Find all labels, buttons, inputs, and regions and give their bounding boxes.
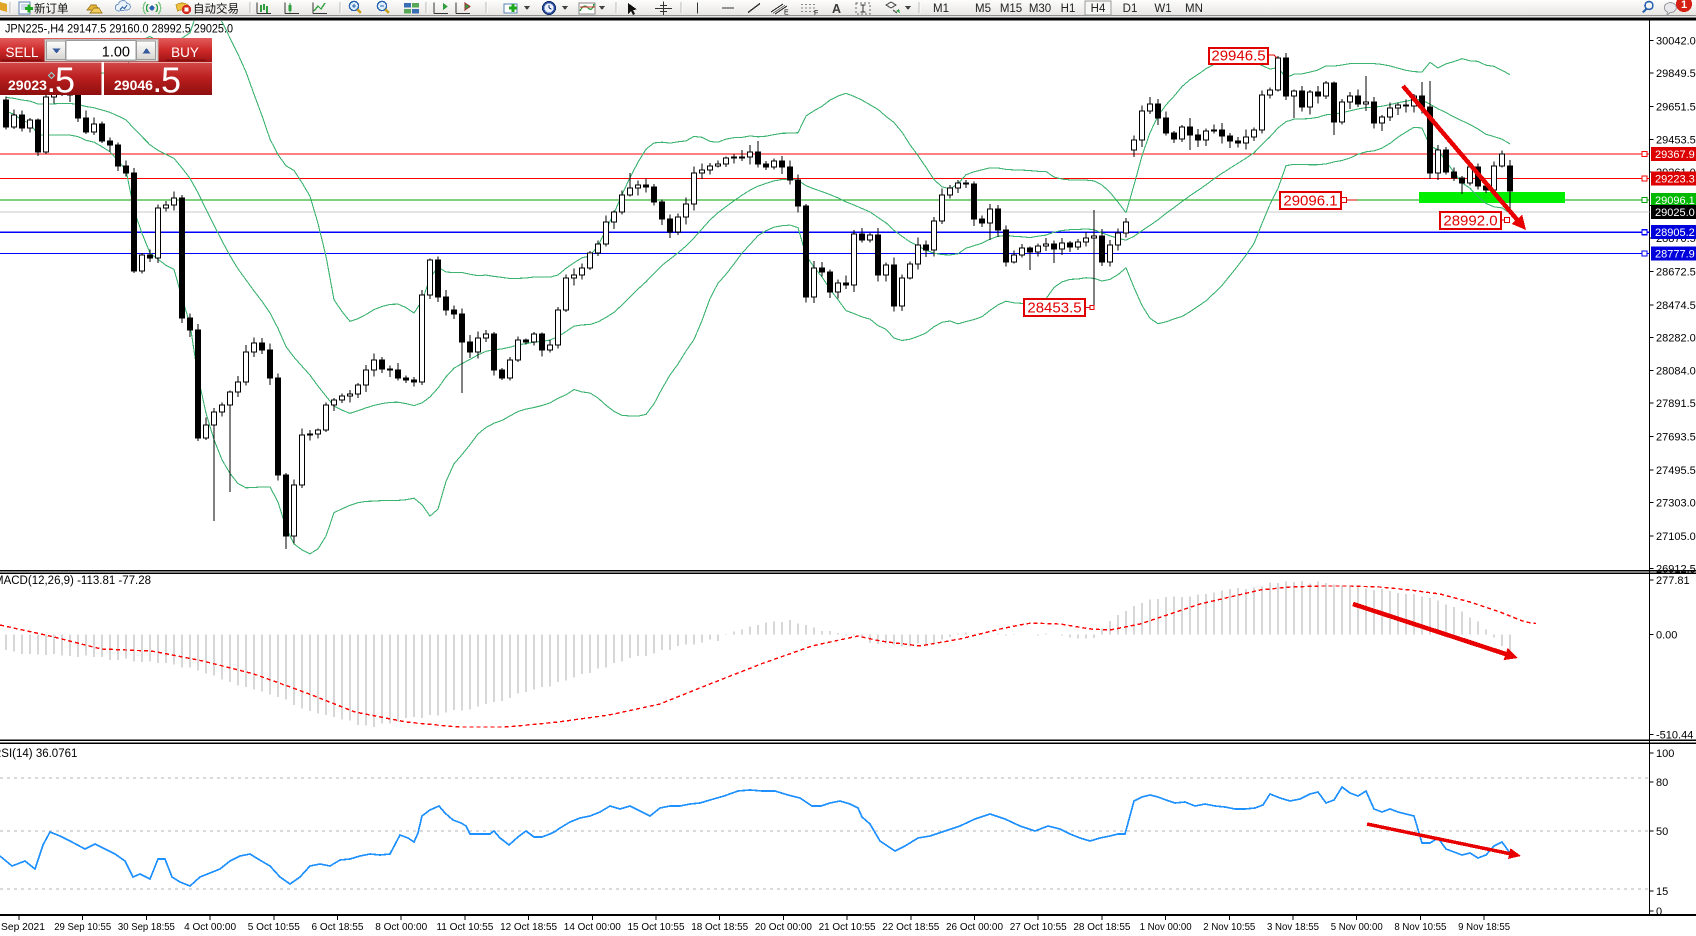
svg-text:JPN225-,H4 29147.5 29160.0 28: JPN225-,H4 29147.5 29160.0 28992.5 29025… bbox=[5, 24, 233, 36]
svg-text:100: 100 bbox=[1656, 748, 1674, 760]
svg-text:28453.5: 28453.5 bbox=[1027, 300, 1081, 317]
svg-text:28777.9: 28777.9 bbox=[1655, 249, 1695, 261]
svg-text:MN: MN bbox=[1185, 3, 1203, 15]
svg-text:27495.5: 27495.5 bbox=[1656, 465, 1696, 477]
svg-text:0: 0 bbox=[1656, 906, 1662, 918]
svg-text:F: F bbox=[814, 10, 818, 17]
svg-text:0.00: 0.00 bbox=[1656, 629, 1677, 641]
svg-text:H1: H1 bbox=[1061, 3, 1076, 15]
svg-text:1 Nov 00:00: 1 Nov 00:00 bbox=[1140, 921, 1192, 933]
svg-text:BUY: BUY bbox=[171, 45, 199, 60]
svg-text:5 Nov 00:00: 5 Nov 00:00 bbox=[1331, 921, 1383, 933]
svg-text:30 Sep 18:55: 30 Sep 18:55 bbox=[118, 921, 175, 933]
svg-text:29096.1: 29096.1 bbox=[1283, 193, 1337, 210]
svg-text:26912.5: 26912.5 bbox=[1656, 563, 1696, 575]
svg-text:28474.5: 28474.5 bbox=[1656, 300, 1696, 312]
svg-text:15: 15 bbox=[1656, 886, 1668, 898]
svg-text:1.00: 1.00 bbox=[102, 45, 130, 61]
svg-text:28 Oct 18:55: 28 Oct 18:55 bbox=[1073, 921, 1130, 933]
svg-text:27891.5: 27891.5 bbox=[1656, 398, 1696, 410]
svg-text:H4: H4 bbox=[1091, 3, 1106, 15]
svg-text:W1: W1 bbox=[1154, 3, 1171, 15]
svg-text:14 Oct 00:00: 14 Oct 00:00 bbox=[564, 921, 621, 933]
svg-text:3 Nov 18:55: 3 Nov 18:55 bbox=[1267, 921, 1319, 933]
svg-text:E: E bbox=[784, 10, 789, 17]
svg-text:D1: D1 bbox=[1123, 3, 1138, 15]
svg-text:5 Oct 10:55: 5 Oct 10:55 bbox=[248, 921, 300, 933]
svg-text:新订单: 新订单 bbox=[34, 2, 69, 16]
svg-text:29025.0: 29025.0 bbox=[1655, 207, 1695, 219]
svg-text:20 Oct 00:00: 20 Oct 00:00 bbox=[755, 921, 812, 933]
svg-text:2 Nov 10:55: 2 Nov 10:55 bbox=[1203, 921, 1255, 933]
svg-text:29023: 29023 bbox=[8, 77, 47, 93]
svg-text:29096.1: 29096.1 bbox=[1655, 195, 1695, 207]
svg-text:28672.5: 28672.5 bbox=[1656, 266, 1696, 278]
svg-text:27303.0: 27303.0 bbox=[1656, 497, 1696, 509]
svg-text:18 Oct 18:55: 18 Oct 18:55 bbox=[691, 921, 748, 933]
svg-text:27693.5: 27693.5 bbox=[1656, 432, 1696, 444]
svg-text:22 Oct 18:55: 22 Oct 18:55 bbox=[882, 921, 939, 933]
svg-text:.: . bbox=[154, 71, 161, 98]
svg-text:M1: M1 bbox=[933, 3, 949, 15]
svg-text:21 Oct 10:55: 21 Oct 10:55 bbox=[819, 921, 876, 933]
svg-text:-510.44: -510.44 bbox=[1656, 730, 1693, 742]
svg-text:28905.2: 28905.2 bbox=[1655, 227, 1695, 239]
svg-text:80: 80 bbox=[1656, 777, 1668, 789]
svg-text:29651.5: 29651.5 bbox=[1656, 101, 1696, 113]
svg-text:8 Oct 00:00: 8 Oct 00:00 bbox=[375, 921, 427, 933]
svg-text:26 Oct 00:00: 26 Oct 00:00 bbox=[946, 921, 1003, 933]
svg-text:Sep 2021: Sep 2021 bbox=[1, 921, 45, 933]
svg-text:.: . bbox=[48, 71, 55, 98]
svg-text:15 Oct 10:55: 15 Oct 10:55 bbox=[628, 921, 685, 933]
svg-text:1: 1 bbox=[1681, 0, 1687, 11]
svg-text:6 Oct 18:55: 6 Oct 18:55 bbox=[312, 921, 364, 933]
svg-text:11 Oct 10:55: 11 Oct 10:55 bbox=[436, 921, 493, 933]
svg-text:30042.0: 30042.0 bbox=[1656, 35, 1696, 47]
svg-text:29849.5: 29849.5 bbox=[1656, 68, 1696, 80]
svg-text:A: A bbox=[832, 2, 841, 16]
svg-text:5: 5 bbox=[55, 60, 75, 101]
svg-text:50: 50 bbox=[1656, 826, 1668, 838]
svg-text:M5: M5 bbox=[975, 3, 991, 15]
svg-text:29367.9: 29367.9 bbox=[1655, 149, 1695, 161]
svg-text:M15: M15 bbox=[1000, 3, 1022, 15]
svg-text:4 Oct 00:00: 4 Oct 00:00 bbox=[184, 921, 236, 933]
svg-text:SELL: SELL bbox=[5, 45, 39, 60]
svg-text:27 Oct 10:55: 27 Oct 10:55 bbox=[1010, 921, 1067, 933]
svg-text:28992.0: 28992.0 bbox=[1443, 213, 1497, 230]
svg-text:29946.5: 29946.5 bbox=[1211, 48, 1265, 65]
svg-text:29223.3: 29223.3 bbox=[1655, 174, 1695, 186]
svg-text:27105.0: 27105.0 bbox=[1656, 531, 1696, 543]
svg-text:28282.0: 28282.0 bbox=[1656, 332, 1696, 344]
svg-text:12 Oct 18:55: 12 Oct 18:55 bbox=[500, 921, 557, 933]
svg-text:29 Sep 10:55: 29 Sep 10:55 bbox=[54, 921, 111, 933]
svg-text:MACD(12,26,9) -113.81 -77.28: MACD(12,26,9) -113.81 -77.28 bbox=[0, 575, 151, 587]
svg-text:自动交易: 自动交易 bbox=[193, 2, 239, 16]
svg-text:9 Nov 18:55: 9 Nov 18:55 bbox=[1458, 921, 1510, 933]
svg-text:28084.0: 28084.0 bbox=[1656, 366, 1696, 378]
svg-text:RSI(14) 36.0761: RSI(14) 36.0761 bbox=[0, 748, 77, 760]
svg-text:277.81: 277.81 bbox=[1656, 575, 1690, 587]
svg-text:M30: M30 bbox=[1029, 3, 1051, 15]
svg-text:29453.5: 29453.5 bbox=[1656, 135, 1696, 147]
svg-text:8 Nov 10:55: 8 Nov 10:55 bbox=[1394, 921, 1446, 933]
svg-text:5: 5 bbox=[161, 60, 181, 101]
svg-text:29046: 29046 bbox=[114, 77, 153, 93]
